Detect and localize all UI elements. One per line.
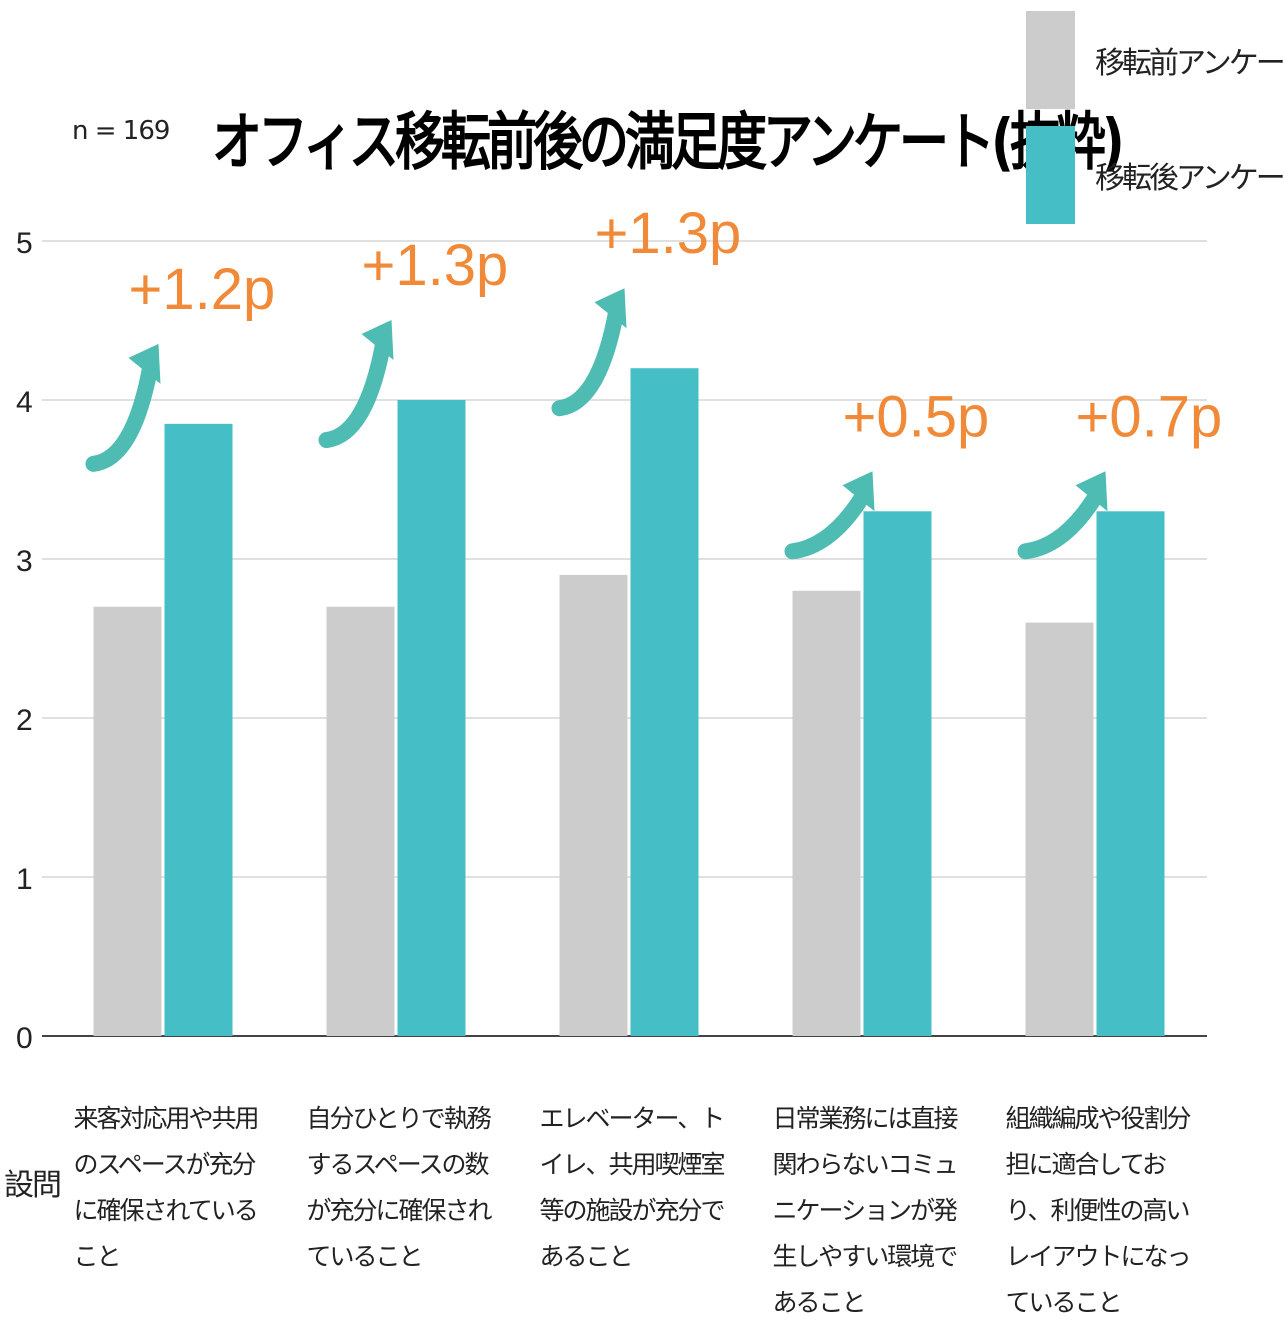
bar-before (93, 606, 162, 1036)
y-tick-label: 0 (16, 1022, 33, 1055)
bar-after (397, 400, 466, 1036)
bar-before (792, 590, 861, 1036)
increase-annotation: +0.5p (843, 384, 990, 449)
bar-before (1025, 622, 1094, 1036)
category-label: 自分ひとりで執務するスペースの数が充分に確保されていること (306, 1104, 493, 1271)
bar-after (863, 511, 932, 1036)
chart-title: オフィス移転前後の満足度アンケート(抜粋) (212, 105, 1125, 179)
arrow-head-icon (594, 288, 627, 329)
arrow-head-icon (128, 343, 161, 384)
legend-item-before: 移転前アンケート (1026, 11, 1284, 109)
increase-arrow-icon (1017, 485, 1106, 560)
y-tick-label: 2 (16, 704, 33, 737)
increase-arrow-icon (85, 357, 159, 472)
y-tick-label: 4 (16, 386, 33, 419)
y-tick-label: 1 (16, 863, 33, 896)
category-label: 組織編成や役割分担に適合しており、利便性の高いレイアウトになっていること (1005, 1104, 1192, 1317)
arrow-head-icon (842, 471, 875, 512)
arrow-head-icon (1075, 471, 1108, 512)
legend-swatch-before (1026, 11, 1075, 109)
bar-before (326, 606, 395, 1036)
legend-label-after: 移転後アンケート (1095, 161, 1284, 196)
bar-after (1096, 511, 1165, 1036)
increase-annotation: +0.7p (1076, 384, 1223, 449)
increase-arrow-icon (551, 302, 625, 417)
bar-after (630, 368, 699, 1036)
arrow-head-icon (361, 320, 394, 360)
legend-item-after: 移転後アンケート (1026, 126, 1284, 224)
bar-after (164, 423, 233, 1037)
bar-before (559, 574, 628, 1036)
category-label: 日常業務には直接関わらないコミュニケーションが発生しやすい環境であること (772, 1104, 959, 1317)
increase-arrow-icon (784, 485, 873, 560)
question-axis-label: 設問 (4, 1168, 62, 1203)
y-tick-label: 5 (16, 227, 33, 260)
category-label: エレベーター、トイレ、共用喫煙室等の施設が充分であること (539, 1104, 726, 1271)
category-label: 来客対応用や共用のスペースが充分に確保されていること (73, 1104, 260, 1271)
increase-annotation: +1.3p (595, 201, 742, 266)
increase-annotation: +1.2p (129, 257, 276, 322)
legend-label-before: 移転前アンケート (1095, 46, 1284, 81)
legend-swatch-after (1026, 126, 1075, 224)
increase-annotation: +1.3p (362, 233, 509, 298)
sample-size: n = 169 (72, 116, 170, 146)
y-tick-label: 3 (16, 545, 33, 578)
chart-canvas: 0 1 2 3 4 5 +1.2p +1.3p +1.3p +0.5p +0.7p (16, 201, 1223, 1055)
increase-arrow-icon (318, 334, 392, 448)
